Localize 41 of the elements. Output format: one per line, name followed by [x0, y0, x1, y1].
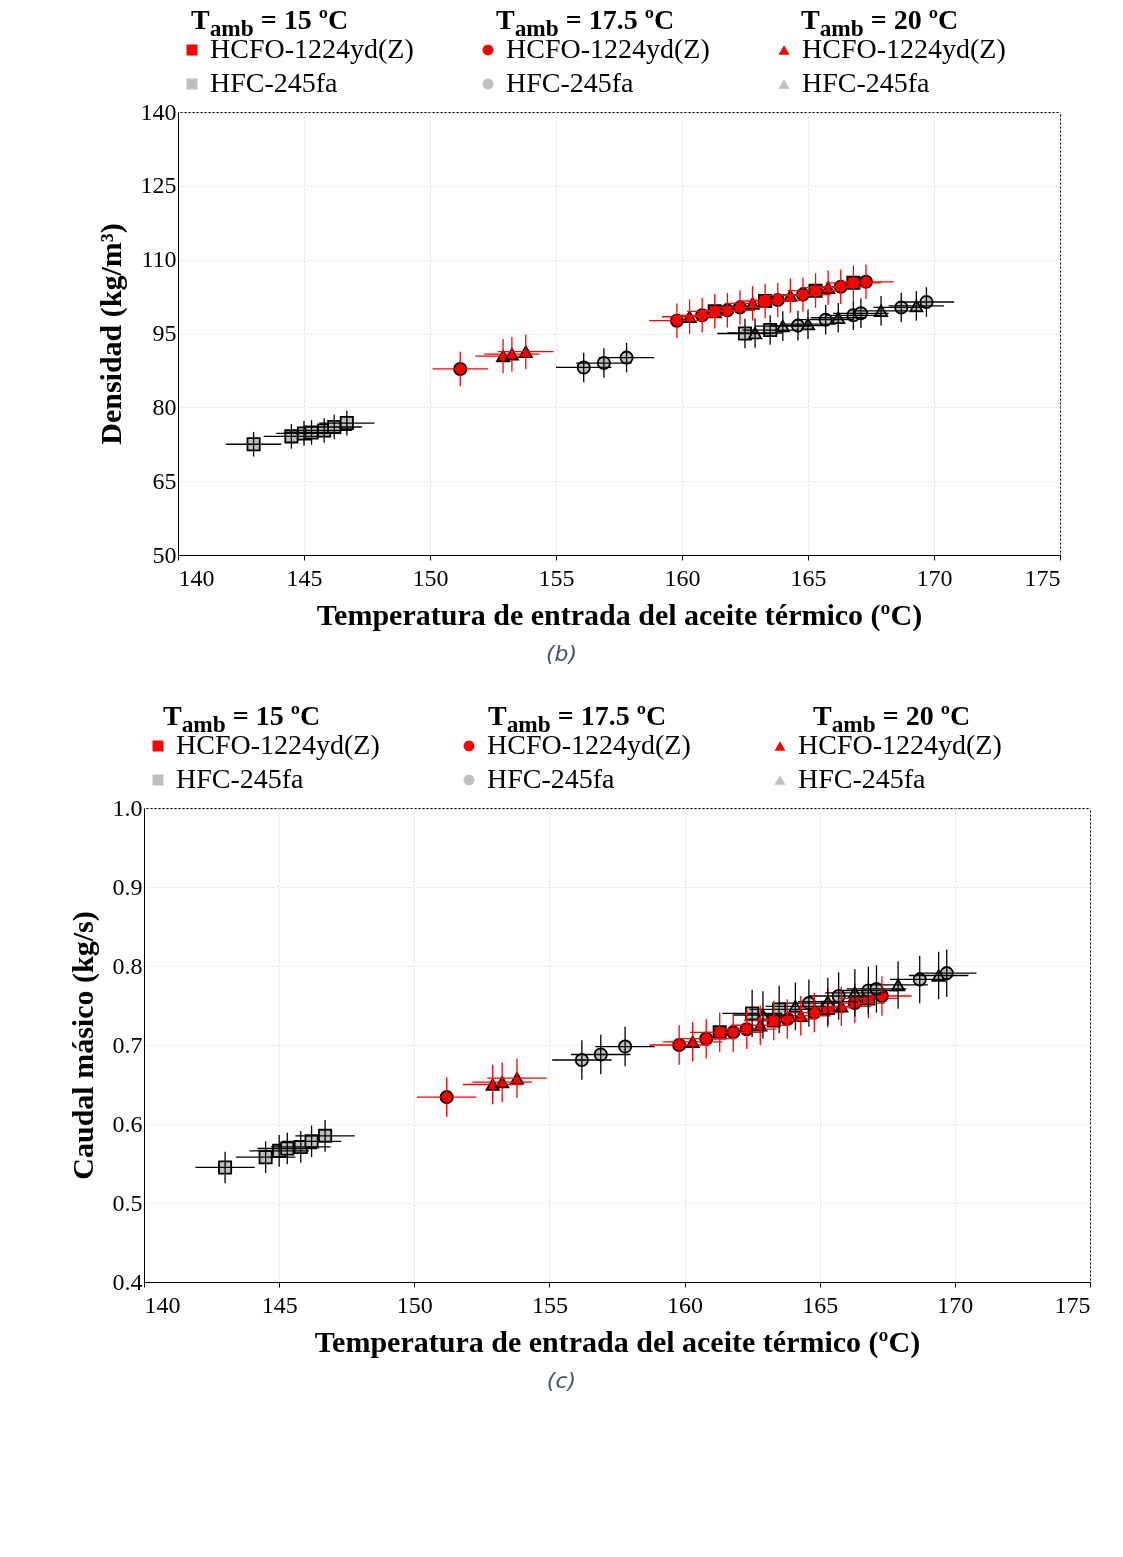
legend-label: HFC-245fa	[506, 67, 635, 98]
y-axis-title: Caudal másico (kg/s)	[65, 911, 100, 1180]
legend-label: HFC-245fa	[176, 763, 305, 794]
x-tick-label: 145	[261, 1291, 298, 1318]
y-tick-label: 0.7	[112, 1031, 143, 1058]
y-tick-label: 0.4	[112, 1268, 143, 1295]
legend-label: HFC-245fa	[798, 763, 927, 794]
y-tick-label: 0.5	[112, 1189, 143, 1216]
x-tick-label: 150	[396, 1291, 433, 1318]
legend-label: HFC-245fa	[210, 67, 339, 98]
x-tick-label: 140	[178, 564, 215, 591]
x-axis-title: Temperatura de entrada del aceite térmico (ºC)	[316, 597, 923, 632]
y-tick-label: 125	[140, 172, 177, 199]
y-tick-label: 0.6	[112, 1110, 143, 1137]
x-tick-label: 160	[664, 564, 701, 591]
x-tick-label: 150	[412, 564, 449, 591]
x-tick-label: 170	[937, 1291, 974, 1318]
y-tick-label: 140	[140, 98, 177, 125]
y-tick-label: 0.8	[112, 952, 143, 979]
text: (b)	[544, 641, 579, 666]
y-tick-label: 65	[152, 467, 177, 494]
legend-label: HFC-245fa	[487, 763, 616, 794]
x-tick-label: 145	[286, 564, 323, 591]
x-tick-label: 175	[1024, 564, 1061, 591]
y-tick-label: 80	[152, 393, 177, 420]
y-tick-label: 50	[152, 541, 177, 568]
x-tick-label: 165	[790, 564, 827, 591]
x-tick-label: 175	[1054, 1291, 1091, 1318]
x-tick-label: 170	[916, 564, 953, 591]
y-tick-label: 95	[152, 320, 177, 346]
text: (c)	[545, 1368, 578, 1393]
x-tick-label: 165	[802, 1291, 839, 1318]
y-tick-label: 0.9	[112, 873, 143, 900]
x-tick-label: 160	[667, 1291, 704, 1318]
y-tick-label: 1.0	[112, 794, 143, 821]
y-axis-title: Densidad (kg/m³)	[93, 223, 128, 445]
x-tick-label: 155	[538, 564, 575, 591]
y-tick-label: 110	[141, 246, 177, 273]
legend-label: HFC-245fa	[802, 67, 931, 98]
x-tick-label: 155	[531, 1291, 568, 1318]
x-axis-title: Temperatura de entrada del aceite térmico (ºC)	[314, 1324, 921, 1359]
